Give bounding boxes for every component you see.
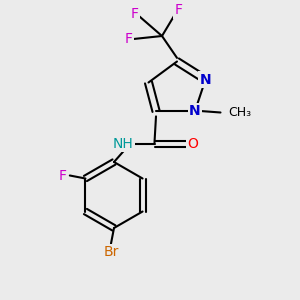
Text: N: N [200,73,211,86]
Text: O: O [187,137,198,151]
Text: F: F [125,32,133,46]
Text: CH₃: CH₃ [228,106,251,119]
Text: NH: NH [112,137,134,151]
Text: F: F [175,4,182,17]
Text: Br: Br [103,245,119,259]
Text: F: F [131,7,139,20]
Text: N: N [189,104,201,118]
Text: F: F [59,169,67,182]
